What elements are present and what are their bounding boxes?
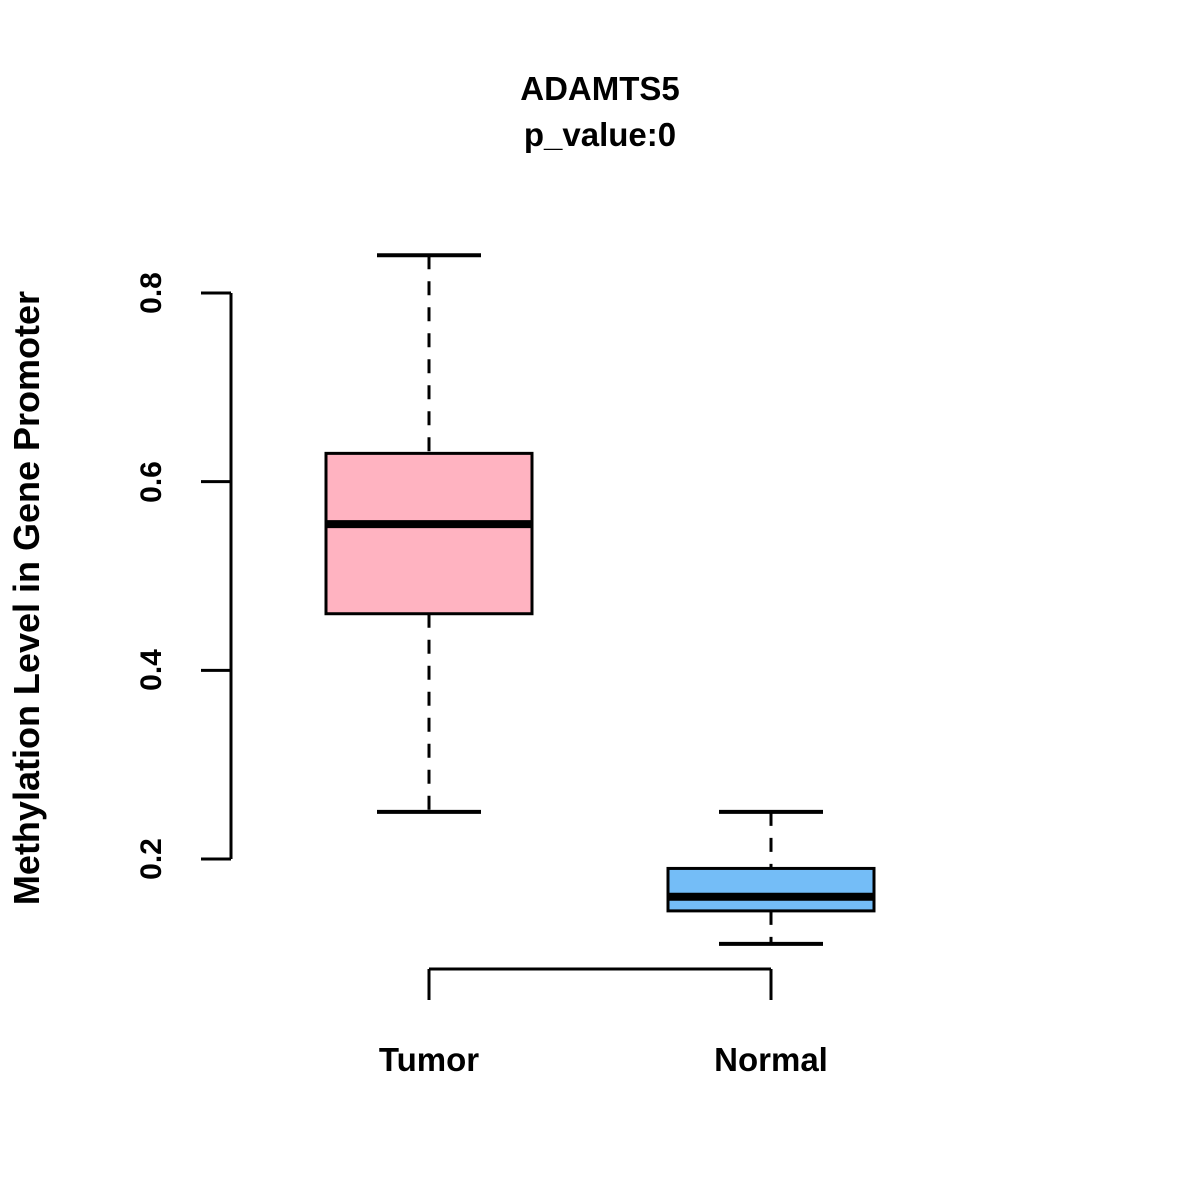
category-label-tumor: Tumor: [378, 1041, 480, 1078]
normal-box: [666, 866, 876, 913]
chart-title: ADAMTS5: [520, 70, 680, 107]
category-label-normal: Normal: [714, 1041, 828, 1078]
chart-subtitle: p_value:0: [523, 116, 677, 153]
tumor-box: [324, 451, 534, 616]
